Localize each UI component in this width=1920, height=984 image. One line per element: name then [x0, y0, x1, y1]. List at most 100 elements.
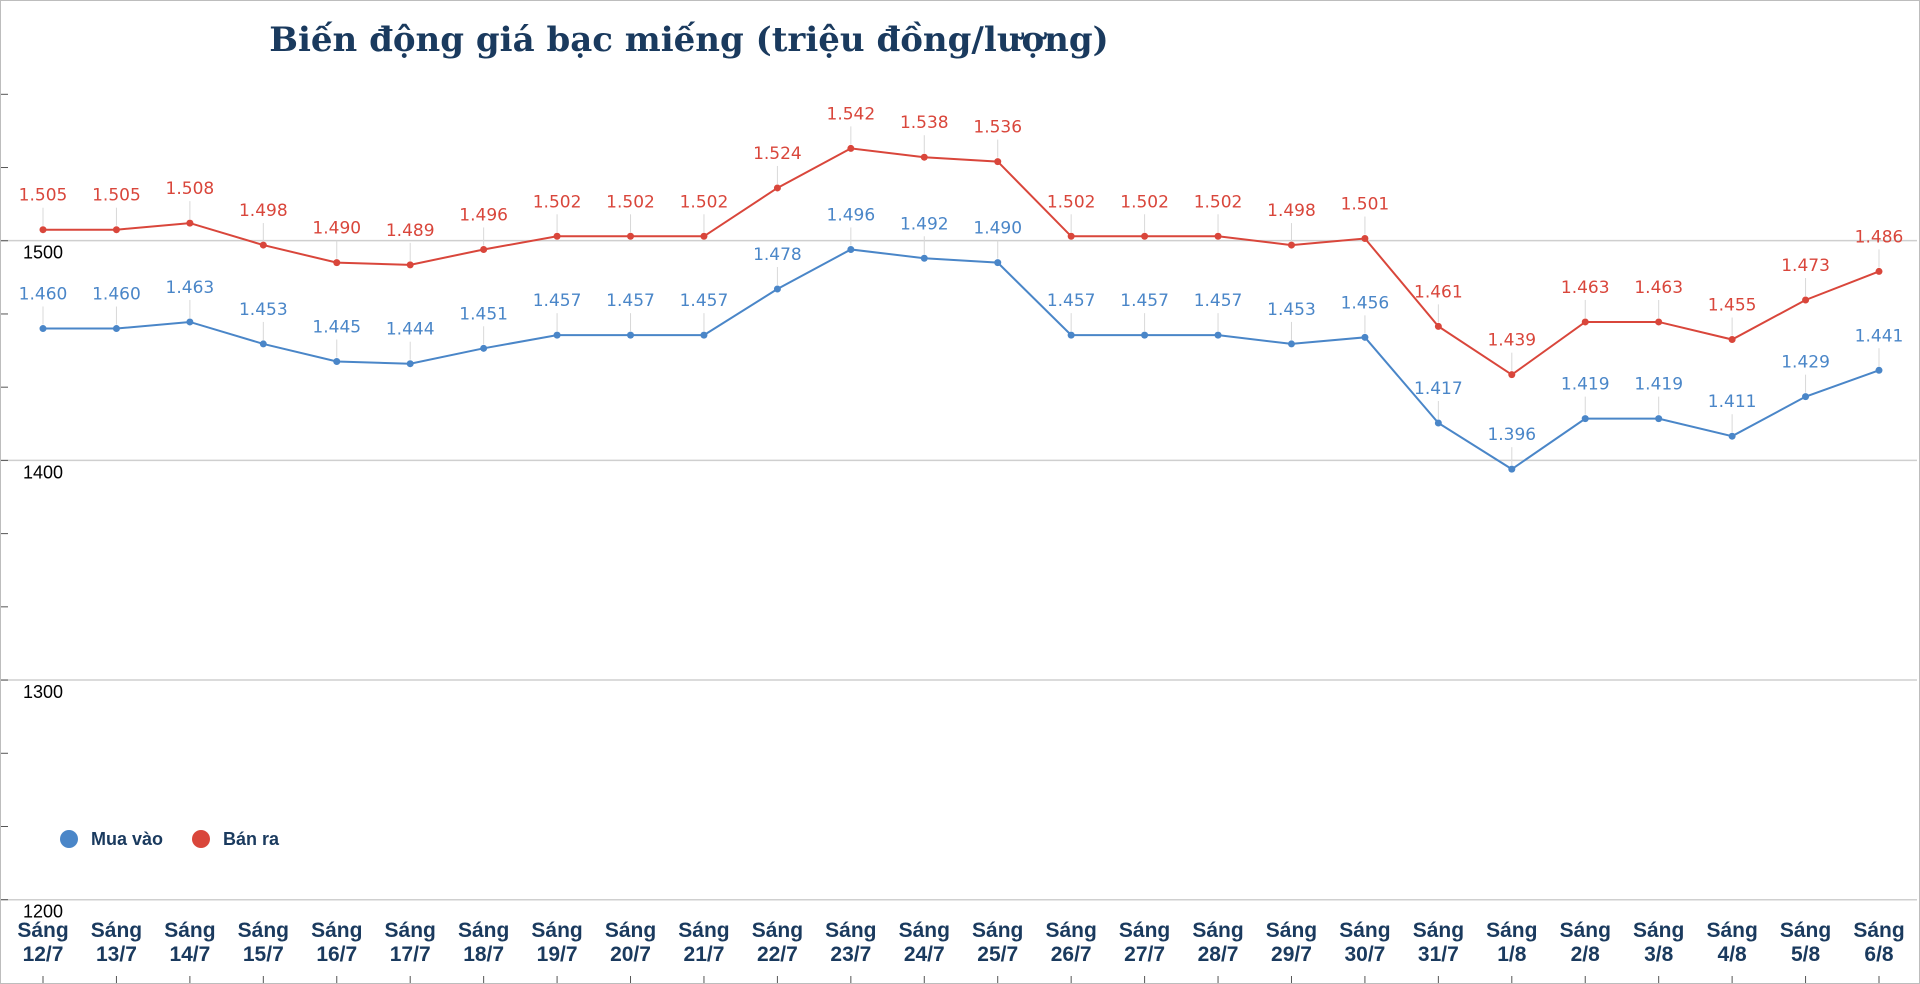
data-label: 1.502 [533, 192, 582, 212]
data-point [1802, 296, 1810, 304]
data-label: 1.463 [1561, 278, 1610, 298]
data-label: 1.457 [680, 291, 729, 311]
data-point [259, 241, 267, 249]
data-label: 1.505 [92, 186, 141, 206]
data-point [39, 226, 47, 234]
data-label: 1.460 [92, 285, 141, 305]
legend: Mua vào Bán ra [60, 829, 280, 849]
x-tick-label: Sáng 2/8 [1560, 919, 1611, 966]
data-label: 1.456 [1341, 293, 1390, 313]
data-label: 1.502 [1047, 192, 1096, 212]
data-label: 1.419 [1561, 375, 1610, 395]
data-label: 1.455 [1708, 296, 1757, 316]
x-tick-label: Sáng 31/7 [1413, 919, 1464, 966]
data-point [1728, 432, 1736, 440]
data-label: 1.542 [827, 104, 876, 124]
data-point [406, 261, 414, 269]
data-point [553, 232, 561, 240]
data-label: 1.411 [1708, 392, 1757, 412]
legend-marker [192, 830, 210, 848]
data-label: 1.536 [973, 118, 1022, 138]
data-point [920, 153, 928, 161]
data-point [1141, 331, 1149, 339]
gridlines [1, 239, 1917, 901]
data-label: 1.439 [1487, 331, 1536, 351]
y-tick-label: 1500 [23, 243, 63, 263]
data-point [259, 340, 267, 348]
data-label: 1.508 [166, 179, 215, 199]
data-label: 1.473 [1781, 256, 1830, 276]
data-label: 1.441 [1855, 326, 1904, 346]
data-label: 1.496 [827, 205, 876, 225]
series-line-mua-vao [43, 248, 1880, 471]
data-label: 1.498 [1267, 201, 1316, 221]
x-tick-label: Sáng 16/7 [311, 919, 362, 966]
data-point [1141, 232, 1149, 240]
data-label: 1.457 [1120, 291, 1169, 311]
data-point [1508, 371, 1516, 379]
data-label: 1.457 [1194, 291, 1243, 311]
data-point [1361, 234, 1369, 242]
data-point [627, 232, 635, 240]
data-point [1067, 331, 1075, 339]
data-label: 1.457 [533, 291, 582, 311]
x-tick-label: Sáng 24/7 [899, 919, 950, 966]
data-point [186, 219, 194, 227]
data-label: 1.486 [1855, 227, 1904, 247]
data-label: 1.453 [1267, 300, 1316, 320]
y-axis: 1200 1300 1400 1500 [1, 93, 63, 922]
data-label: 1.498 [239, 201, 288, 221]
data-point [627, 331, 635, 339]
data-label: 1.417 [1414, 379, 1463, 399]
data-point [186, 318, 194, 326]
x-tick-label: Sáng 30/7 [1339, 919, 1390, 966]
data-point [1287, 340, 1295, 348]
data-label: 1.492 [900, 214, 949, 234]
data-label: 1.496 [459, 205, 508, 225]
data-point [1434, 419, 1442, 427]
data-label: 1.538 [900, 113, 949, 133]
data-label: 1.502 [1120, 192, 1169, 212]
data-point [1214, 232, 1222, 240]
data-point [1434, 322, 1442, 330]
data-point [847, 245, 855, 253]
x-tick-label: Sáng 5/8 [1780, 919, 1831, 966]
data-point [112, 325, 120, 333]
data-label: 1.505 [19, 186, 68, 206]
data-point [994, 158, 1002, 166]
data-label: 1.460 [19, 285, 68, 305]
x-tick-label: Sáng 27/7 [1119, 919, 1170, 966]
data-point [1875, 267, 1883, 275]
x-tick-label: Sáng 6/8 [1853, 919, 1904, 966]
x-tick-label: Sáng 1/8 [1486, 919, 1537, 966]
data-label: 1.502 [1194, 192, 1243, 212]
data-label: 1.463 [166, 278, 215, 298]
x-tick-label: Sáng 15/7 [238, 919, 289, 966]
x-tick-label: Sáng 14/7 [164, 919, 215, 966]
data-point [1214, 331, 1222, 339]
data-point [700, 331, 708, 339]
data-point [700, 232, 708, 240]
data-label: 1.502 [680, 192, 729, 212]
data-point [553, 331, 561, 339]
data-point [1875, 366, 1883, 374]
data-label: 1.478 [753, 245, 802, 265]
x-tick-label: Sáng 18/7 [458, 919, 509, 966]
data-point [1655, 318, 1663, 326]
data-point [1508, 465, 1516, 473]
data-point [1728, 336, 1736, 344]
data-point [480, 245, 488, 253]
data-point [1581, 318, 1589, 326]
series-group: 1.460 1.460 1.463 1.453 1.445 1.444 1.451 1.457… [19, 104, 1904, 473]
data-label: 1.451 [459, 304, 508, 324]
x-tick-label: Sáng 4/8 [1706, 919, 1757, 966]
data-point [333, 259, 341, 267]
data-point [847, 144, 855, 152]
data-point [773, 285, 781, 293]
x-tick-label: Sáng 21/7 [678, 919, 729, 966]
data-point [1802, 393, 1810, 401]
y-tick-label: 1300 [23, 682, 63, 702]
data-label: 1.445 [312, 318, 361, 338]
